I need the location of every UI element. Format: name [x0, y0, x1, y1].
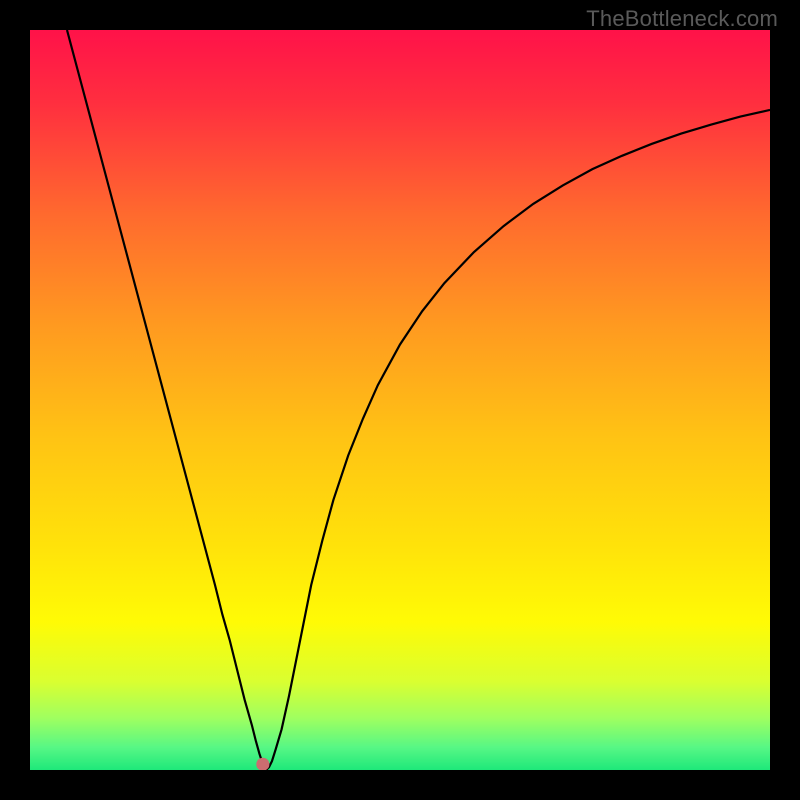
bottleneck-curve [30, 30, 770, 770]
watermark-text: TheBottleneck.com [586, 6, 778, 32]
minimum-marker [256, 758, 269, 770]
plot-area [30, 30, 770, 770]
